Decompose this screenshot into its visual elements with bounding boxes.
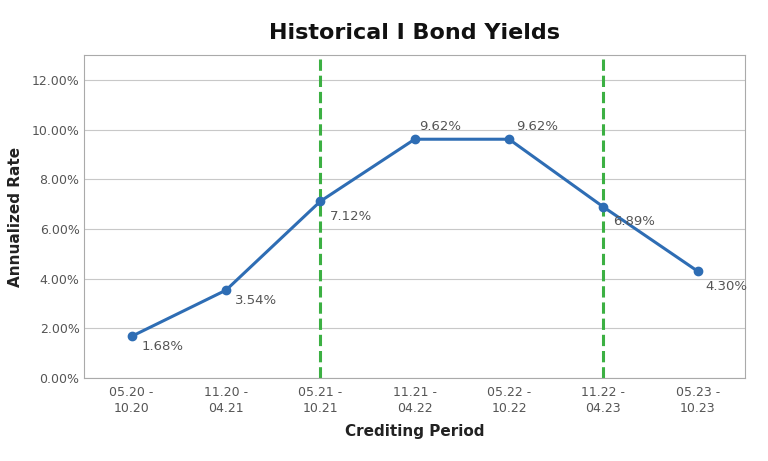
Title: Historical I Bond Yields: Historical I Bond Yields (270, 23, 560, 43)
Text: 6.89%: 6.89% (613, 215, 655, 228)
Text: 1.68%: 1.68% (141, 340, 183, 353)
Text: 7.12%: 7.12% (329, 210, 372, 223)
Text: 9.62%: 9.62% (517, 120, 558, 133)
Text: 3.54%: 3.54% (236, 294, 277, 307)
X-axis label: Crediting Period: Crediting Period (345, 424, 485, 439)
Text: 4.30%: 4.30% (705, 280, 747, 293)
Y-axis label: Annualized Rate: Annualized Rate (8, 147, 23, 287)
Text: 9.62%: 9.62% (419, 120, 462, 133)
